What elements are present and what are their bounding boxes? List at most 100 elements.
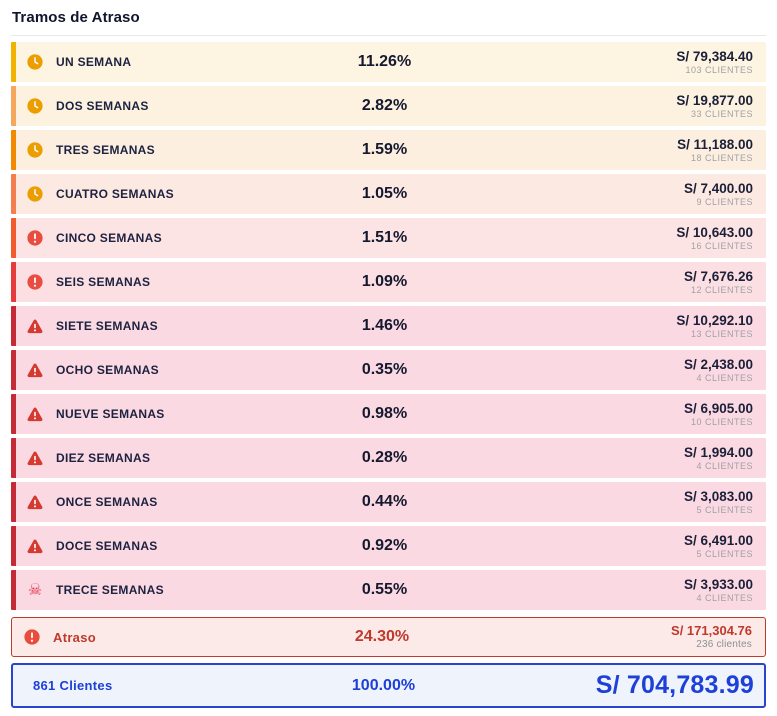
tramo-row[interactable]: CUATRO SEMANAS 1.05% S/ 7,400.00 9 CLIEN… xyxy=(11,174,766,214)
tramo-label-wrap: ☠ TRECE SEMANAS xyxy=(16,582,310,598)
tramo-amount-block: S/ 3,933.00 4 CLIENTES xyxy=(460,577,767,603)
tramo-percentage: 0.28% xyxy=(361,449,408,466)
clock-icon xyxy=(27,54,43,70)
atraso-percentage: 24.30% xyxy=(354,628,410,645)
tramo-label: DIEZ SEMANAS xyxy=(56,451,151,465)
clock-icon xyxy=(27,98,43,114)
tramo-percentage: 11.26% xyxy=(357,53,412,70)
tramo-clients-count: 4 CLIENTES xyxy=(696,592,753,603)
tramo-row[interactable]: DOS SEMANAS 2.82% S/ 19,877.00 33 CLIENT… xyxy=(11,86,766,126)
tramo-clients-count: 5 CLIENTES xyxy=(696,548,753,559)
total-label-wrap: 861 Clientes xyxy=(13,678,309,693)
tramo-amount-block: S/ 6,905.00 10 CLIENTES xyxy=(460,401,767,427)
tramo-row[interactable]: DOCE SEMANAS 0.92% S/ 6,491.00 5 CLIENTE… xyxy=(11,526,766,566)
page-title: Tramos de Atraso xyxy=(12,9,140,26)
tramo-amount-block: S/ 10,643.00 16 CLIENTES xyxy=(460,225,767,251)
tramo-amount: S/ 6,905.00 xyxy=(683,401,753,417)
tramo-percentage: 0.92% xyxy=(361,537,408,554)
tramo-amount: S/ 11,188.00 xyxy=(677,137,753,153)
tramo-amount: S/ 19,877.00 xyxy=(676,93,753,109)
title-divider xyxy=(11,35,766,36)
tramo-clients-count: 33 CLIENTES xyxy=(690,108,753,119)
tramo-label-wrap: UN SEMANA xyxy=(16,54,310,70)
alert-circle-icon xyxy=(27,230,43,246)
tramo-percentage: 1.51% xyxy=(361,229,408,246)
tramo-row[interactable]: OCHO SEMANAS 0.35% S/ 2,438.00 4 CLIENTE… xyxy=(11,350,766,390)
tramo-label: UN SEMANA xyxy=(56,55,132,69)
tramo-label-wrap: TRES SEMANAS xyxy=(16,142,310,158)
tramo-clients-count: 4 CLIENTES xyxy=(696,372,753,383)
tramo-clients-count: 9 CLIENTES xyxy=(696,196,753,207)
alert-circle-icon xyxy=(27,274,43,290)
tramo-amount-block: S/ 19,877.00 33 CLIENTES xyxy=(460,93,767,119)
tramo-percentage: 1.05% xyxy=(361,185,408,202)
clock-icon xyxy=(27,142,43,158)
total-amount-block: S/ 704,783.99 xyxy=(459,671,765,700)
clock-icon xyxy=(27,186,43,202)
total-clients-label: 861 Clientes xyxy=(33,678,113,693)
skull-icon: ☠ xyxy=(27,580,43,599)
tramo-label-wrap: ONCE SEMANAS xyxy=(16,494,310,510)
tramo-label-wrap: DOS SEMANAS xyxy=(16,98,310,114)
tramo-amount-block: S/ 2,438.00 4 CLIENTES xyxy=(460,357,767,383)
tramo-amount: S/ 2,438.00 xyxy=(683,357,753,373)
alert-circle-icon xyxy=(24,629,40,645)
warning-triangle-icon xyxy=(27,318,43,334)
warning-triangle-icon xyxy=(27,450,43,466)
tramo-label: OCHO SEMANAS xyxy=(56,363,159,377)
tramo-row[interactable]: CINCO SEMANAS 1.51% S/ 10,643.00 16 CLIE… xyxy=(11,218,766,258)
tramo-label: DOS SEMANAS xyxy=(56,99,149,113)
tramo-amount: S/ 7,400.00 xyxy=(683,181,753,197)
tramo-row[interactable]: TRES SEMANAS 1.59% S/ 11,188.00 18 CLIEN… xyxy=(11,130,766,170)
tramo-amount: S/ 7,676.26 xyxy=(683,269,753,285)
tramo-row[interactable]: ONCE SEMANAS 0.44% S/ 3,083.00 5 CLIENTE… xyxy=(11,482,766,522)
tramo-clients-count: 18 CLIENTES xyxy=(690,152,753,163)
total-amount: S/ 704,783.99 xyxy=(595,671,754,700)
tramo-label-wrap: SEIS SEMANAS xyxy=(16,274,310,290)
tramo-label-wrap: SIETE SEMANAS xyxy=(16,318,310,334)
tramo-amount: S/ 3,083.00 xyxy=(683,489,753,505)
tramo-label: SIETE SEMANAS xyxy=(56,319,158,333)
tramo-percentage: 0.44% xyxy=(361,493,408,510)
tramo-label-wrap: CUATRO SEMANAS xyxy=(16,186,310,202)
tramo-amount-block: S/ 11,188.00 18 CLIENTES xyxy=(460,137,767,163)
tramo-percentage: 1.09% xyxy=(361,273,408,290)
warning-triangle-icon xyxy=(27,362,43,378)
tramo-percentage: 0.55% xyxy=(361,581,408,598)
tramo-label-wrap: DOCE SEMANAS xyxy=(16,538,310,554)
tramo-amount: S/ 1,994.00 xyxy=(683,445,753,461)
tramo-percentage: 0.35% xyxy=(361,361,408,378)
tramo-amount-block: S/ 7,400.00 9 CLIENTES xyxy=(460,181,767,207)
tramo-row[interactable]: NUEVE SEMANAS 0.98% S/ 6,905.00 10 CLIEN… xyxy=(11,394,766,434)
tramo-label-wrap: OCHO SEMANAS xyxy=(16,362,310,378)
tramo-percentage: 2.82% xyxy=(361,97,408,114)
tramo-label: TRECE SEMANAS xyxy=(56,583,164,597)
tramo-label-wrap: CINCO SEMANAS xyxy=(16,230,310,246)
tramo-amount: S/ 6,491.00 xyxy=(683,533,753,549)
tramo-row[interactable]: SIETE SEMANAS 1.46% S/ 10,292.10 13 CLIE… xyxy=(11,306,766,346)
tramo-clients-count: 5 CLIENTES xyxy=(696,504,753,515)
warning-triangle-icon xyxy=(27,538,43,554)
tramo-clients-count: 16 CLIENTES xyxy=(690,240,753,251)
tramo-label-wrap: DIEZ SEMANAS xyxy=(16,450,310,466)
warning-triangle-icon xyxy=(27,406,43,422)
tramo-amount: S/ 79,384.40 xyxy=(676,49,753,65)
tramo-row[interactable]: ☠ TRECE SEMANAS 0.55% S/ 3,933.00 4 CLIE… xyxy=(11,570,766,610)
atraso-label: Atraso xyxy=(53,629,96,645)
warning-triangle-icon xyxy=(27,494,43,510)
tramo-clients-count: 12 CLIENTES xyxy=(690,284,753,295)
tramo-row[interactable]: UN SEMANA 11.26% S/ 79,384.40 103 CLIENT… xyxy=(11,42,766,82)
tramo-label: SEIS SEMANAS xyxy=(56,275,151,289)
tramo-row[interactable]: DIEZ SEMANAS 0.28% S/ 1,994.00 4 CLIENTE… xyxy=(11,438,766,478)
atraso-label-wrap: Atraso xyxy=(12,629,307,645)
tramo-amount-block: S/ 10,292.10 13 CLIENTES xyxy=(460,313,767,339)
tramo-label: ONCE SEMANAS xyxy=(56,495,158,509)
total-summary-row: 861 Clientes 100.00% S/ 704,783.99 xyxy=(11,663,766,708)
tramo-row[interactable]: SEIS SEMANAS 1.09% S/ 7,676.26 12 CLIENT… xyxy=(11,262,766,302)
tramo-amount: S/ 10,643.00 xyxy=(676,225,753,241)
tramo-percentage: 0.98% xyxy=(361,405,408,422)
tramo-amount-block: S/ 79,384.40 103 CLIENTES xyxy=(460,49,767,75)
atraso-summary-row: Atraso 24.30% S/ 171,304.76 236 clientes xyxy=(11,617,766,657)
atraso-clients-count: 236 clientes xyxy=(696,638,752,650)
